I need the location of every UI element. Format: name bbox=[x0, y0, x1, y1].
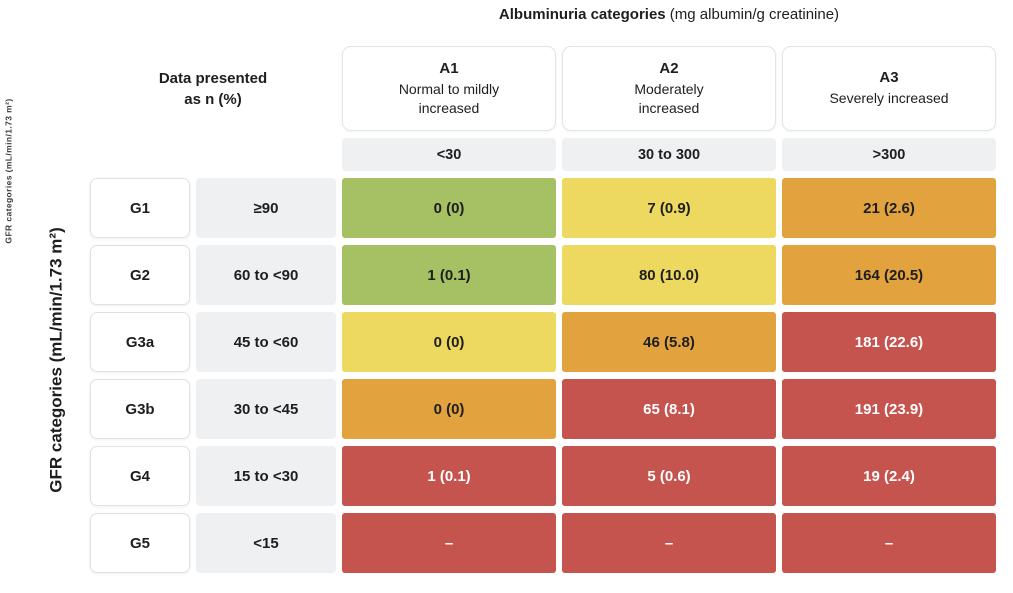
cell-g2-a3: 164 (20.5) bbox=[782, 245, 996, 305]
column-header-a3: A3 Severely increased bbox=[782, 46, 996, 131]
figure-title-bold: Albuminuria categories bbox=[498, 6, 666, 23]
cell-g1-a1: 0 (0) bbox=[342, 178, 556, 238]
column-range-a1: <30 bbox=[342, 138, 556, 171]
row-range-g5: <15 bbox=[196, 513, 336, 573]
cell-g3a-a1: 0 (0) bbox=[342, 312, 556, 372]
figure-title-normal: (mg albumin/g creatinine) bbox=[665, 6, 840, 23]
column-code-a1: A1 bbox=[439, 60, 459, 78]
cell-g3b-a3: 191 (23.9) bbox=[782, 379, 996, 439]
row-label-g1: G1 bbox=[90, 178, 190, 238]
column-header-a1: A1 Normal to mildly increased bbox=[342, 46, 556, 131]
cell-g5-a1: – bbox=[342, 513, 556, 573]
column-header-a2: A2 Moderately increased bbox=[562, 46, 776, 131]
column-desc-a3: Severely increased bbox=[829, 90, 949, 107]
row-label-g4: G4 bbox=[90, 446, 190, 506]
data-note: Data presented as n (%) bbox=[90, 68, 336, 110]
row-range-g1: ≥90 bbox=[196, 178, 336, 238]
row-label-g3a: G3a bbox=[90, 312, 190, 372]
column-desc-a1: Normal to mildly increased bbox=[398, 81, 500, 116]
cell-g2-a2: 80 (10.0) bbox=[562, 245, 776, 305]
row-label-g3b: G3b bbox=[90, 379, 190, 439]
row-label-g2: G2 bbox=[90, 245, 190, 305]
row-range-g2: 60 to <90 bbox=[196, 245, 336, 305]
data-note-line2: as n (%) bbox=[184, 90, 242, 108]
row-range-g4: 15 to <30 bbox=[196, 446, 336, 506]
cell-g5-a2: – bbox=[562, 513, 776, 573]
row-range-g3a: 45 to <60 bbox=[196, 312, 336, 372]
cell-g4-a1: 1 (0.1) bbox=[342, 446, 556, 506]
cell-g2-a1: 1 (0.1) bbox=[342, 245, 556, 305]
cell-g3b-a1: 0 (0) bbox=[342, 379, 556, 439]
cell-g5-a3: – bbox=[782, 513, 996, 573]
column-range-a2: 30 to 300 bbox=[562, 138, 776, 171]
cell-g3a-a3: 181 (22.6) bbox=[782, 312, 996, 372]
gfr-axis-label-small: GFR categories (mL/min/1.73 m²) bbox=[4, 98, 15, 244]
cell-g1-a2: 7 (0.9) bbox=[562, 178, 776, 238]
row-range-g3b: 30 to <45 bbox=[196, 379, 336, 439]
cell-g4-a3: 19 (2.4) bbox=[782, 446, 996, 506]
row-label-g5: G5 bbox=[90, 513, 190, 573]
cell-g3b-a2: 65 (8.1) bbox=[562, 379, 776, 439]
cell-g1-a3: 21 (2.6) bbox=[782, 178, 996, 238]
cell-g4-a2: 5 (0.6) bbox=[562, 446, 776, 506]
cell-g3a-a2: 46 (5.8) bbox=[562, 312, 776, 372]
risk-grid: Data presented as n (%) A1 Normal to mil… bbox=[90, 46, 996, 573]
data-note-line1: Data presented bbox=[158, 69, 268, 87]
figure-title: Albuminuria categories (mg albumin/g cre… bbox=[342, 6, 996, 23]
gfr-axis-label: GFR categories (mL/min/1.73 m²) bbox=[47, 227, 67, 493]
column-range-a3: >300 bbox=[782, 138, 996, 171]
column-desc-a2: Moderately increased bbox=[634, 81, 704, 116]
column-code-a2: A2 bbox=[659, 60, 679, 78]
column-code-a3: A3 bbox=[879, 69, 899, 87]
